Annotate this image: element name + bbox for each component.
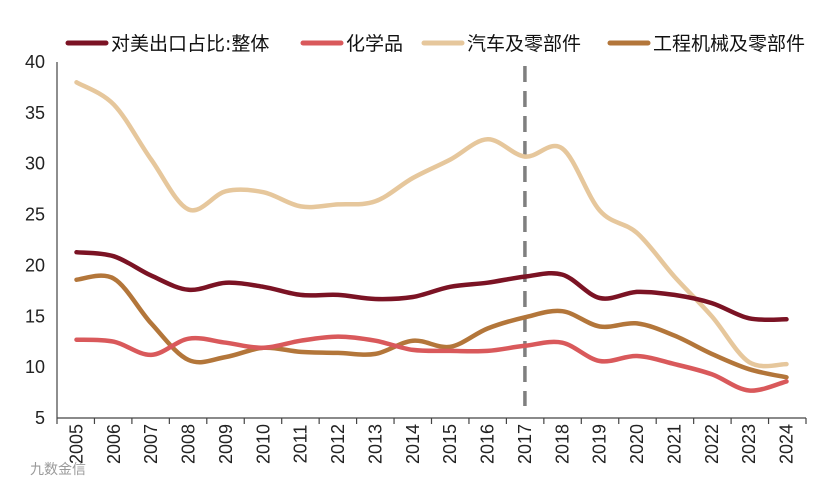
legend-label: 汽车及零部件 [467,33,581,55]
series-line-1 [74,334,789,393]
y-tick-label: 40 [25,52,45,72]
series-line-2 [74,80,789,369]
x-tick-label: 2005 [67,424,87,464]
x-tick-label: 2013 [365,424,385,464]
x-tick-label: 2009 [216,424,236,464]
x-tick-label: 2011 [291,425,311,464]
y-tick-label: 25 [25,205,45,225]
watermark-group: 九数金信 [30,462,86,478]
x-tick-label: 2010 [253,424,273,464]
y-axis: 5 10 15 20 25 30 35 40 [25,52,58,428]
x-tick-label: 2012 [328,424,348,464]
watermark-text: 九数金信 [30,462,86,478]
x-tick-label: 2019 [590,424,610,464]
y-tick-label: 30 [25,154,45,174]
x-tick-label: 2021 [664,424,684,464]
x-tick-label: 2017 [515,424,535,464]
legend: 对美出口占比:整体 化学品 汽车及零部件 工程机械及零部件 [65,33,805,55]
x-tick-label: 2008 [179,424,199,464]
x-tick-label: 2020 [627,424,647,464]
series-group [74,80,789,393]
series-line-3 [74,273,789,380]
x-tick-label: 2018 [552,424,572,464]
series-line-0 [74,249,789,323]
x-tick-label: 2015 [440,424,460,464]
x-tick-label: 2022 [702,424,722,464]
y-tick-label: 15 [25,306,45,326]
y-tick-label: 20 [25,255,45,275]
legend-label: 对美出口占比:整体 [111,33,269,55]
x-tick-label: 2023 [739,424,759,464]
x-axis: 2005 2006 2007 2008 2009 2010 2011 2012 2013 2014… [56,417,807,464]
x-tick-label: 2007 [141,424,161,464]
y-tick-label: 5 [35,408,45,428]
x-tick-label: 2006 [104,424,124,464]
y-tick-label: 35 [25,103,45,123]
x-tick-label: 2016 [478,424,498,464]
x-tick-label: 2024 [777,424,797,464]
x-tick-label: 2014 [403,424,423,464]
legend-label: 化学品 [346,33,403,55]
y-tick-label: 10 [25,357,45,377]
legend-label: 工程机械及零部件 [653,33,805,55]
